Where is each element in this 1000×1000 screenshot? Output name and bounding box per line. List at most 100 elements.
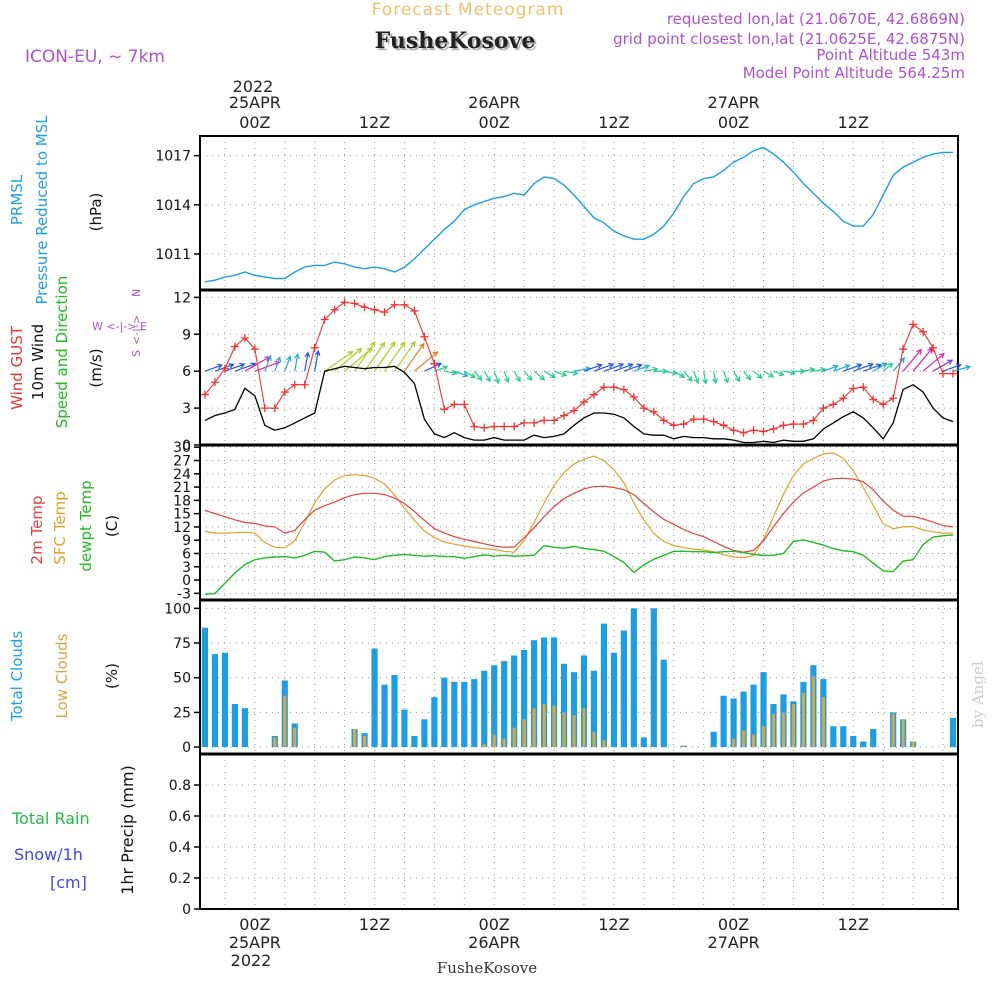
wind-arrow-head <box>927 347 933 354</box>
wind-arrow <box>603 363 624 372</box>
wind-arrow <box>922 353 945 372</box>
total-cloud-bar <box>720 695 727 748</box>
total-cloud-bar <box>471 679 478 748</box>
gust-marker <box>510 422 519 431</box>
wind-arrow-head <box>809 367 816 373</box>
dewpt-label: dewpt Temp <box>77 480 95 571</box>
gust-marker <box>360 303 369 312</box>
gust-marker <box>819 404 828 413</box>
wind-arrow-head <box>515 376 521 383</box>
wind-arrow-head <box>820 366 827 373</box>
wind-arrow-head <box>379 341 386 348</box>
wind-arrow-head <box>285 355 292 362</box>
gust-marker <box>749 426 758 435</box>
wind-arrow-head <box>596 363 603 369</box>
low-cloud-bar <box>582 708 586 748</box>
low-cloud-bar <box>742 730 746 748</box>
wind-arrow-head <box>476 375 483 382</box>
wind-arrow-head <box>410 341 416 348</box>
total-cloud-bar <box>850 735 857 748</box>
wind-arrow-head <box>239 362 246 369</box>
wind-arrow-head <box>723 377 730 384</box>
total-cloud-bar <box>461 681 468 748</box>
total-cloud-bar <box>401 709 408 748</box>
y-tick-label: 15 <box>173 507 191 523</box>
wind-arrow-head <box>389 341 396 348</box>
wind-arrow <box>314 350 319 372</box>
wind-arrow <box>593 363 614 372</box>
wind-arrow-head <box>504 377 510 384</box>
wind-10m-label: 10m Wind <box>29 324 47 400</box>
wind-arrow <box>773 370 784 376</box>
wind-arrow <box>294 354 299 372</box>
gust-marker <box>619 385 628 394</box>
wind-speed-dir-label: Speed and Direction <box>53 276 71 429</box>
low-cloud-bar <box>821 697 825 748</box>
total-cloud-bar <box>371 648 378 748</box>
wind-arrow-head <box>881 362 888 368</box>
y-tick-label: 6 <box>182 547 191 563</box>
wind-arrow <box>434 365 448 372</box>
wind-arrow <box>274 357 281 372</box>
wind-arrow-head <box>494 377 500 385</box>
gust-marker <box>639 404 648 413</box>
y-tick-label: -3 <box>177 586 191 602</box>
wind-arrow <box>713 371 717 384</box>
total-clouds-label: Total Clouds <box>8 631 26 723</box>
wind-arrow <box>643 368 658 372</box>
top-year-label: 2022 <box>233 77 274 96</box>
wind-arrow-head <box>216 363 224 370</box>
gust-marker <box>609 383 618 392</box>
gust-marker <box>599 383 608 392</box>
gust-marker <box>340 298 349 307</box>
y-tick-label: 50 <box>173 671 191 687</box>
wind-arrow <box>823 365 838 372</box>
gust-marker <box>400 300 409 309</box>
wind-arrow <box>763 370 774 378</box>
wind-arrow <box>723 370 729 383</box>
wind-arrow <box>214 363 234 372</box>
low-cloud-bar <box>502 738 506 748</box>
total-cloud-bar <box>830 726 837 748</box>
wind-arrow-head <box>778 370 785 377</box>
wind-arrow-head <box>561 371 568 377</box>
point-altitude: Point Altitude 543m <box>816 46 965 64</box>
y-tick-label: 1014 <box>155 198 191 214</box>
wind-arrow-head <box>916 348 922 355</box>
total-cloud-bar <box>650 608 657 748</box>
wind-arrow-head <box>432 351 439 357</box>
gust-marker <box>589 390 598 399</box>
wind-arrow <box>414 351 438 372</box>
gust-marker <box>230 342 239 351</box>
gust-marker <box>869 395 878 404</box>
wind-arrow <box>783 370 795 374</box>
wind-arrow <box>444 370 457 374</box>
wind-arrow <box>503 370 509 383</box>
low-cloud-bar <box>761 726 766 748</box>
bottom-date-label: 25APR <box>229 933 281 952</box>
y-tick-label: 21 <box>173 480 191 496</box>
model-altitude: Model Point Altitude 564.25m <box>743 64 965 82</box>
top-date-label: 25APR <box>229 93 281 112</box>
y-tick-label: 9 <box>182 533 191 549</box>
total-cloud-bar <box>391 674 398 748</box>
wind-arrow <box>813 368 826 372</box>
gust-marker <box>390 300 399 309</box>
gust-marker <box>250 345 259 354</box>
wind-arrow <box>543 370 556 378</box>
wind-arrow-head <box>418 342 425 349</box>
clouds-unit-label: (%) <box>103 663 121 689</box>
total-cloud-bar <box>231 704 238 748</box>
gust-marker <box>500 422 509 431</box>
bottom-date-label: 26APR <box>468 933 520 952</box>
gust-marker <box>220 364 229 373</box>
gust-marker <box>889 394 898 403</box>
snow-unit-label: [cm] <box>50 873 87 892</box>
wind-arrow <box>583 364 602 372</box>
gust-marker <box>839 394 848 403</box>
closest-coords: grid point closest lon,lat (21.0625E, 42… <box>613 30 965 48</box>
top-hour-label: 00Z <box>718 113 749 132</box>
low-clouds-label: Low Clouds <box>53 633 71 718</box>
wind-arrow-head <box>643 364 651 370</box>
